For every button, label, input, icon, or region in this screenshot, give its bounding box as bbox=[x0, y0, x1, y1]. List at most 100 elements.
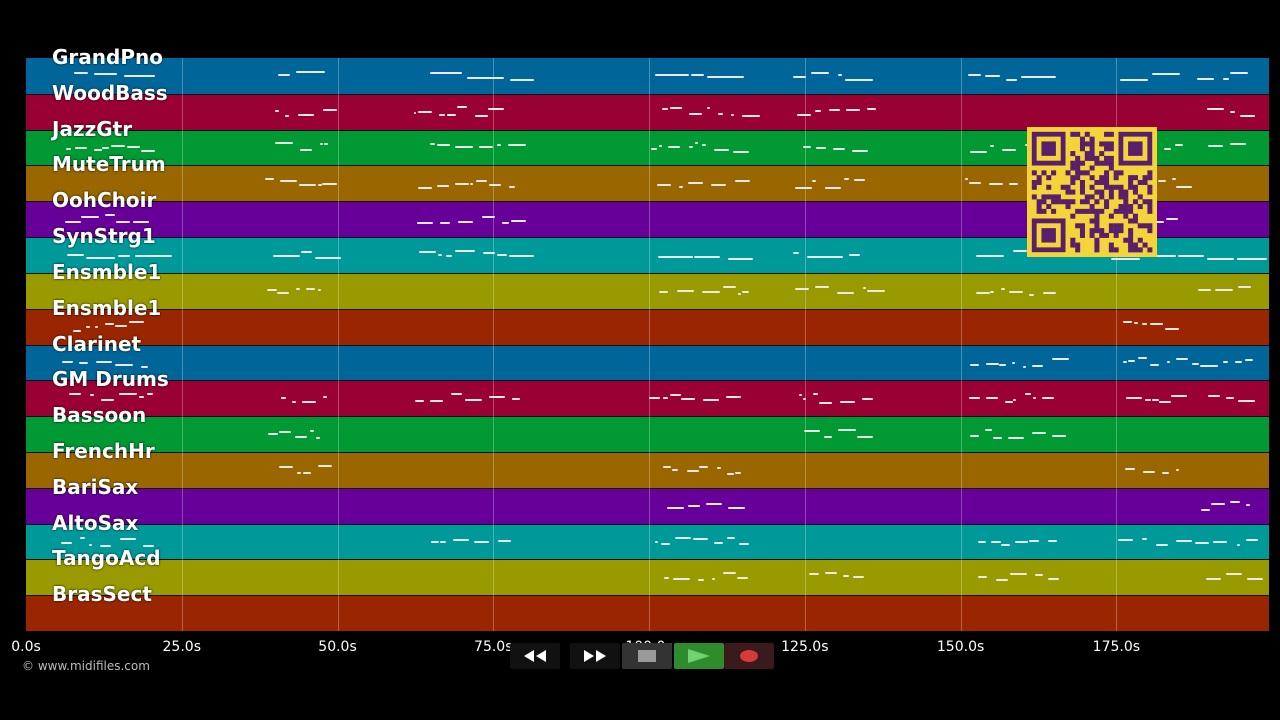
stop-button[interactable] bbox=[622, 643, 672, 669]
note bbox=[1051, 435, 1067, 438]
note bbox=[301, 250, 312, 253]
note bbox=[843, 178, 850, 181]
track-lane[interactable] bbox=[26, 308, 1269, 345]
note bbox=[279, 430, 291, 433]
note bbox=[1004, 400, 1013, 403]
note bbox=[852, 576, 865, 579]
track-lane[interactable] bbox=[26, 595, 1269, 631]
note bbox=[78, 361, 88, 364]
note bbox=[478, 145, 494, 148]
note bbox=[1151, 72, 1181, 75]
note bbox=[294, 436, 307, 439]
note bbox=[309, 430, 315, 433]
track-lane[interactable] bbox=[26, 344, 1269, 381]
note bbox=[1147, 254, 1176, 257]
note bbox=[828, 109, 841, 112]
note bbox=[511, 397, 521, 400]
note bbox=[429, 143, 436, 146]
note bbox=[475, 114, 488, 117]
note bbox=[992, 437, 1003, 440]
note bbox=[66, 254, 84, 257]
track-lane[interactable] bbox=[26, 272, 1269, 309]
note bbox=[818, 401, 832, 404]
note bbox=[430, 540, 440, 543]
note bbox=[711, 184, 727, 187]
stop-icon bbox=[638, 650, 656, 662]
note bbox=[497, 144, 501, 147]
note bbox=[812, 392, 819, 395]
note bbox=[742, 114, 761, 117]
note bbox=[1125, 396, 1142, 399]
track-lane[interactable] bbox=[26, 93, 1269, 130]
grid-line bbox=[493, 58, 495, 631]
note bbox=[688, 145, 693, 148]
lane-separator bbox=[26, 451, 1269, 453]
note bbox=[651, 147, 658, 150]
note bbox=[1215, 289, 1234, 292]
note bbox=[115, 325, 128, 328]
track-label: SynStrg1 bbox=[52, 224, 156, 249]
note bbox=[95, 360, 112, 363]
note bbox=[111, 144, 125, 147]
track-lane[interactable] bbox=[26, 523, 1269, 560]
copyright-text: © www.midifiles.com bbox=[22, 659, 150, 673]
note bbox=[848, 254, 861, 257]
track-lane[interactable] bbox=[26, 559, 1269, 596]
note bbox=[680, 397, 696, 400]
note bbox=[302, 401, 317, 404]
note bbox=[1171, 178, 1177, 181]
note bbox=[489, 396, 505, 399]
note bbox=[701, 144, 706, 147]
note bbox=[457, 220, 473, 223]
note bbox=[437, 184, 449, 187]
track-lane[interactable] bbox=[26, 58, 1269, 94]
time-tick-label: 125.0s bbox=[781, 639, 829, 655]
grid-line bbox=[181, 58, 183, 631]
note bbox=[267, 433, 279, 436]
note bbox=[314, 257, 341, 260]
record-button[interactable] bbox=[724, 643, 774, 669]
note bbox=[1118, 538, 1133, 541]
note bbox=[65, 148, 71, 151]
note bbox=[702, 398, 719, 401]
note bbox=[670, 106, 682, 109]
note bbox=[280, 179, 297, 182]
track-label: Bassoon bbox=[52, 403, 147, 428]
lane-separator bbox=[26, 344, 1269, 346]
note bbox=[1002, 148, 1016, 151]
note bbox=[716, 466, 721, 469]
note bbox=[688, 505, 701, 508]
track-label: FrenchHr bbox=[52, 438, 155, 463]
note bbox=[1175, 358, 1188, 361]
note bbox=[510, 78, 535, 81]
note bbox=[735, 471, 742, 474]
fast-forward-icon bbox=[584, 650, 606, 662]
note bbox=[856, 436, 873, 439]
note bbox=[985, 75, 1001, 78]
track-lane[interactable] bbox=[26, 451, 1269, 488]
note bbox=[697, 578, 704, 581]
note bbox=[1234, 360, 1242, 363]
note bbox=[845, 78, 873, 81]
note bbox=[663, 577, 670, 580]
note bbox=[437, 144, 451, 147]
note bbox=[1205, 578, 1221, 581]
fast-forward-button[interactable] bbox=[570, 643, 620, 669]
play-button[interactable] bbox=[674, 643, 724, 669]
note bbox=[1025, 392, 1031, 395]
rewind-button[interactable] bbox=[510, 643, 560, 669]
track-lane[interactable] bbox=[26, 416, 1269, 452]
note bbox=[1005, 78, 1018, 81]
note bbox=[1001, 287, 1005, 290]
note bbox=[1031, 431, 1046, 434]
note bbox=[1157, 179, 1166, 182]
note bbox=[738, 542, 749, 545]
note bbox=[296, 71, 325, 74]
note bbox=[117, 255, 130, 258]
track-lane[interactable] bbox=[26, 487, 1269, 524]
note bbox=[1177, 254, 1204, 257]
track-lane[interactable] bbox=[26, 380, 1269, 417]
note bbox=[862, 398, 874, 401]
note bbox=[1051, 357, 1069, 360]
transport-controls bbox=[510, 643, 774, 669]
